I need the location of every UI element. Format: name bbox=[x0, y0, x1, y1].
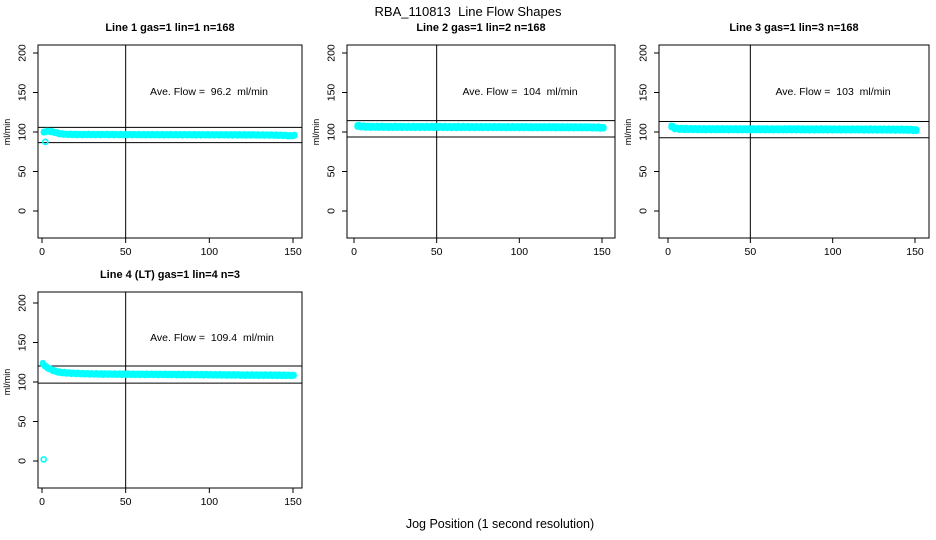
outlier-point bbox=[41, 138, 49, 146]
y-tick-label: 100 bbox=[17, 123, 29, 141]
y-axis-label: ml/min bbox=[623, 119, 633, 146]
panel-4: 0 50 100 150 0 50 100 150 200 ml/min bbox=[2, 291, 303, 508]
panel-2: 0 50 100 150 0 50 100 150 200 ml/min bbox=[311, 44, 616, 258]
y-tick-label: 50 bbox=[17, 166, 29, 178]
data-point bbox=[291, 131, 298, 138]
y-tick-label: 0 bbox=[17, 458, 29, 464]
panel-4-title: Line 4 (LT) gas=1 lin=4 n=3 bbox=[99, 269, 241, 281]
plot-box bbox=[346, 44, 616, 239]
data-point bbox=[290, 371, 297, 378]
panel-3-title: Line 3 gas=1 lin=3 n=168 bbox=[729, 22, 859, 34]
outlier-point bbox=[40, 456, 48, 463]
x-tick-label: 0 bbox=[351, 246, 357, 258]
data-point bbox=[600, 123, 607, 130]
panel-3-ave-flow-annotation: Ave. Flow = 103 ml/min bbox=[775, 86, 891, 98]
data-point bbox=[913, 126, 920, 133]
x-tick-label: 150 bbox=[593, 246, 611, 258]
panel-2-title: Line 2 gas=1 lin=2 n=168 bbox=[416, 22, 546, 34]
x-axis-figure-label: Jog Position (1 second resolution) bbox=[405, 517, 595, 531]
x-tick-label: 50 bbox=[744, 246, 756, 258]
panel-1-title: Line 1 gas=1 lin=1 n=168 bbox=[105, 22, 235, 34]
y-tick-label: 50 bbox=[17, 416, 29, 428]
y-tick-label: 200 bbox=[17, 44, 29, 62]
x-tick-label: 100 bbox=[824, 246, 842, 258]
plot-box bbox=[37, 44, 303, 239]
y-tick-label: 100 bbox=[638, 123, 650, 141]
y-axis-label: ml/min bbox=[2, 119, 12, 146]
y-tick-label: 0 bbox=[326, 208, 338, 214]
y-tick-label: 150 bbox=[326, 84, 338, 102]
y-tick-label: 200 bbox=[17, 294, 29, 312]
y-tick-label: 200 bbox=[638, 44, 650, 62]
x-tick-label: 150 bbox=[284, 496, 302, 508]
y-axis-label: ml/min bbox=[311, 119, 321, 146]
y-tick-label: 100 bbox=[326, 123, 338, 141]
y-tick-label: 150 bbox=[17, 334, 29, 352]
y-tick-label: 50 bbox=[326, 166, 338, 178]
y-tick-label: 50 bbox=[638, 166, 650, 178]
y-tick-label: 0 bbox=[17, 208, 29, 214]
plot-box bbox=[658, 44, 930, 239]
x-tick-label: 50 bbox=[120, 246, 132, 258]
y-tick-label: 150 bbox=[638, 84, 650, 102]
x-tick-label: 100 bbox=[201, 246, 219, 258]
x-tick-label: 100 bbox=[201, 496, 219, 508]
panel-3: 0 50 100 150 0 50 100 150 200 ml/min bbox=[623, 44, 930, 258]
x-tick-label: 150 bbox=[284, 246, 302, 258]
panel-4-ave-flow-annotation: Ave. Flow = 109.4 ml/min bbox=[150, 332, 274, 344]
x-tick-label: 0 bbox=[39, 246, 45, 258]
x-tick-label: 50 bbox=[120, 496, 132, 508]
x-tick-label: 0 bbox=[665, 246, 671, 258]
y-tick-label: 200 bbox=[326, 44, 338, 62]
x-tick-label: 100 bbox=[511, 246, 529, 258]
panel-1-ave-flow-annotation: Ave. Flow = 96.2 ml/min bbox=[150, 86, 268, 98]
main-title: RBA_110813 Line Flow Shapes bbox=[374, 4, 562, 19]
y-axis-label: ml/min bbox=[2, 369, 12, 396]
x-tick-label: 0 bbox=[39, 496, 45, 508]
y-tick-label: 150 bbox=[17, 84, 29, 102]
x-tick-label: 150 bbox=[906, 246, 924, 258]
y-tick-label: 0 bbox=[638, 208, 650, 214]
plot-box bbox=[37, 291, 303, 489]
x-tick-label: 50 bbox=[431, 246, 443, 258]
panel-1: 0 50 100 150 0 50 100 150 200 ml/min bbox=[2, 44, 303, 258]
panel-2-ave-flow-annotation: Ave. Flow = 104 ml/min bbox=[462, 86, 578, 98]
y-tick-label: 100 bbox=[17, 373, 29, 391]
